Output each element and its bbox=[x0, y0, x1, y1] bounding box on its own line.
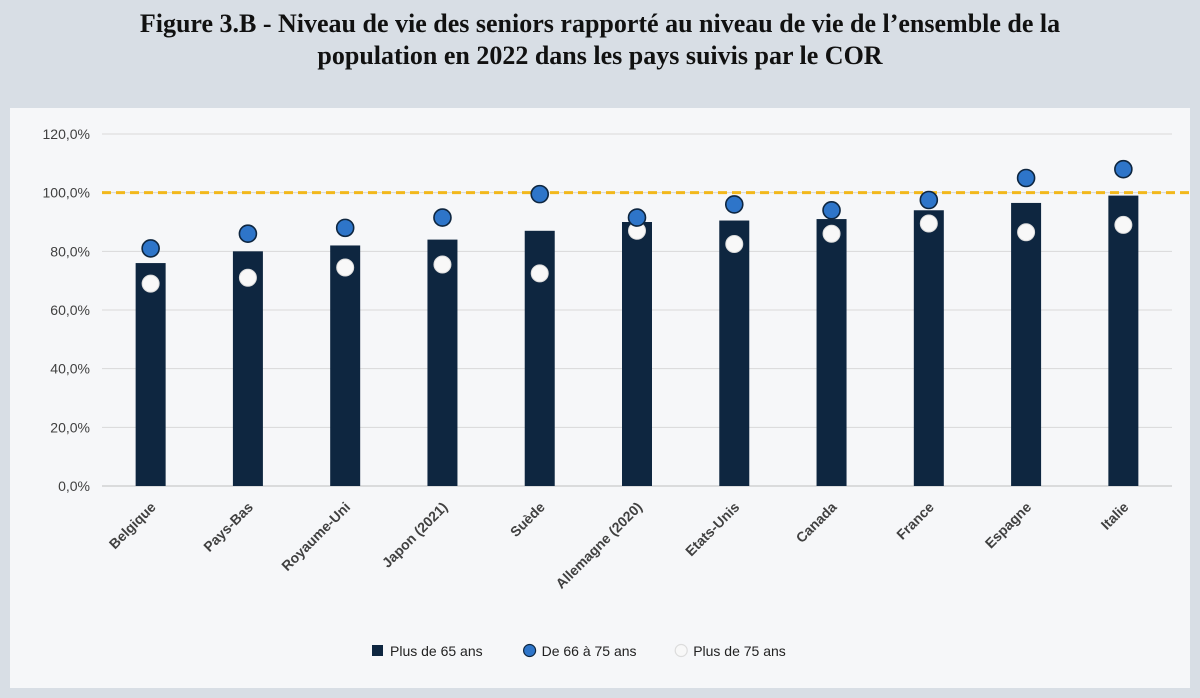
y-tick-label: 60,0% bbox=[50, 302, 90, 318]
point-plus-75 bbox=[919, 214, 938, 233]
chart-panel: 0,0% 20,0% 40,0% 60,0% 80,0% 100,0% 120,0% Bel… bbox=[10, 108, 1190, 688]
point-plus-75 bbox=[1114, 215, 1133, 234]
category-label: Royaume-Uni bbox=[278, 499, 353, 574]
point-66-75 bbox=[238, 224, 258, 244]
point-66-75 bbox=[141, 239, 160, 258]
point-plus-75 bbox=[822, 224, 841, 243]
category-label: France bbox=[893, 499, 937, 543]
point-plus-75 bbox=[433, 255, 452, 274]
point-plus-75 bbox=[725, 235, 744, 253]
y-tick-label: 100,0% bbox=[43, 185, 90, 201]
y-tick-label: 20,0% bbox=[50, 419, 90, 435]
point-66-75 bbox=[919, 190, 939, 210]
bar bbox=[913, 210, 944, 486]
category-label: Pays-Bas bbox=[200, 499, 256, 555]
point-66-75 bbox=[724, 195, 744, 214]
category-label: Belgique bbox=[106, 499, 159, 552]
y-tick-label: 40,0% bbox=[50, 361, 90, 377]
bar bbox=[622, 222, 652, 486]
point-66-75 bbox=[433, 208, 452, 227]
bar bbox=[1011, 202, 1042, 486]
bar bbox=[232, 251, 263, 486]
title-line-1: Figure 3.B - Niveau de vie des seniors r… bbox=[139, 9, 1061, 38]
legend-plus-65: Plus de 65 ans bbox=[372, 643, 483, 659]
bar bbox=[330, 245, 361, 486]
legend-marker-square bbox=[372, 645, 383, 656]
category-label: Suède bbox=[507, 499, 548, 540]
category-label: Japon (2021) bbox=[379, 499, 451, 571]
legend-label: Plus de 65 ans bbox=[390, 643, 483, 659]
legend-66-75: De 66 à 75 ans bbox=[522, 643, 637, 659]
figure-title: Figure 3.B - Niveau de vie des seniors r… bbox=[0, 8, 1200, 72]
bar bbox=[135, 263, 166, 486]
legend-marker-circle bbox=[522, 643, 537, 658]
bar bbox=[719, 220, 750, 486]
point-plus-75 bbox=[530, 264, 549, 283]
point-66-75 bbox=[335, 218, 355, 238]
legend-marker-circle bbox=[674, 643, 688, 658]
chart-svg: 0,0% 20,0% 40,0% 60,0% 80,0% 100,0% 120,0% Bel… bbox=[43, 126, 1190, 659]
point-plus-75 bbox=[336, 258, 355, 277]
category-label: Allemagne (2020) bbox=[552, 499, 645, 592]
category-label: Italie bbox=[1098, 499, 1132, 533]
point-66-75 bbox=[1016, 168, 1036, 188]
y-tick-label: 120,0% bbox=[43, 126, 90, 142]
y-tick-label: 0,0% bbox=[58, 478, 90, 494]
point-plus-75 bbox=[238, 268, 257, 287]
title-line-2: population en 2022 dans les pays suivis … bbox=[317, 41, 883, 70]
category-label: Espagne bbox=[982, 499, 1035, 552]
bar bbox=[1108, 195, 1139, 486]
bar bbox=[816, 219, 847, 487]
bar bbox=[427, 239, 458, 486]
legend-label: Plus de 75 ans bbox=[693, 643, 786, 659]
category-label: Canada bbox=[793, 499, 840, 546]
y-tick-label: 80,0% bbox=[50, 243, 90, 259]
point-plus-75 bbox=[141, 274, 160, 293]
point-66-75 bbox=[627, 208, 647, 227]
legend-plus-75: Plus de 75 ans bbox=[674, 643, 786, 659]
point-66-75 bbox=[530, 184, 550, 204]
legend-label: De 66 à 75 ans bbox=[542, 643, 637, 659]
point-plus-75 bbox=[1017, 223, 1036, 242]
category-label: Etats-Unis bbox=[682, 499, 742, 559]
point-66-75 bbox=[822, 200, 841, 220]
point-66-75 bbox=[1114, 159, 1133, 179]
